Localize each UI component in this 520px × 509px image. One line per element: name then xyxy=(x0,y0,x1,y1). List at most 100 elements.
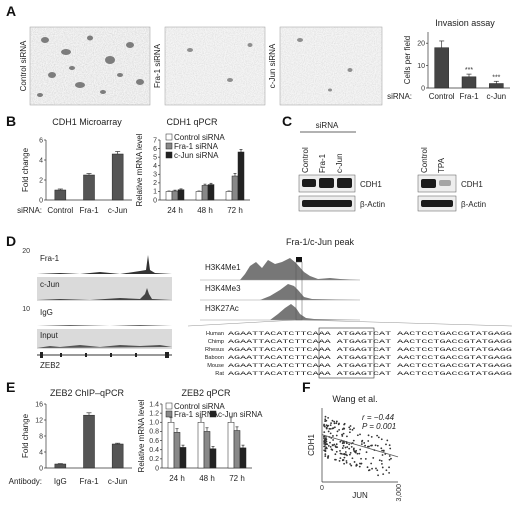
zeb2-qpcr-bar xyxy=(167,422,175,469)
cdh1-qpcr-title: CDH1 qPCR xyxy=(166,117,218,127)
scatter-point xyxy=(359,462,361,465)
scatter-point xyxy=(344,451,347,453)
scatter-point xyxy=(346,446,349,448)
scatter-point xyxy=(333,420,336,423)
scatter-point xyxy=(370,444,372,447)
scatter-point xyxy=(329,441,331,444)
chip-bar xyxy=(111,443,124,469)
scatter-point xyxy=(327,424,330,427)
invasion-significance: *** xyxy=(492,74,500,81)
scatter-point xyxy=(388,444,391,447)
scatter-point xyxy=(324,439,327,442)
panel-c: C siRNA Control Fra-1 c-Jun CDH1 β-Actin… xyxy=(282,113,486,212)
cdh1-qpcr-bar xyxy=(201,185,209,201)
scatter-point xyxy=(350,445,353,448)
invasion-xtick-label: c-Jun xyxy=(487,92,507,101)
scatter-point xyxy=(339,440,342,443)
cdh1-qpcr-bar xyxy=(171,190,179,201)
invasion-xtick-label: Fra-1 xyxy=(459,92,479,101)
cdh1-qpcr-ytick-label: 5 xyxy=(153,154,157,161)
scatter-xlabel: JUN xyxy=(352,491,368,500)
zeb2-qpcr-ytick-label: 1.0 xyxy=(149,420,159,427)
panel-a: A Control siRNA Fra-1 siRNA xyxy=(6,3,510,106)
cdh1-qpcr-ytick-label: 0 xyxy=(153,197,157,204)
microarray-ytick-label: 4 xyxy=(39,157,43,164)
chip-xtick-label: IgG xyxy=(54,477,67,486)
zeb2-chip-title: ZEB2 ChIP–qPCR xyxy=(50,388,125,398)
track-label-input: Input xyxy=(40,331,59,340)
gene-model-exons xyxy=(40,352,169,358)
cdh1-qpcr-legend-label: Control siRNA xyxy=(174,133,225,142)
panel-f: F Wang et al. r = −0.44P = 0.001 CDH1 JUN 0… xyxy=(302,379,403,502)
cdh1-qpcr-ytick-label: 1 xyxy=(153,189,157,196)
scatter-point xyxy=(327,416,330,419)
scatter-point xyxy=(339,449,341,452)
scatter-point xyxy=(340,452,343,455)
scatter-point xyxy=(352,447,355,450)
scatter-point xyxy=(388,458,391,461)
zeb2-qpcr-ytick-label: 1.4 xyxy=(149,401,159,408)
band-cdh1-fra1 xyxy=(319,178,334,188)
invasion-xlabel-prefix: siRNA: xyxy=(387,92,412,101)
track-tick-top: 20 xyxy=(22,248,30,255)
scatter-point xyxy=(323,443,326,445)
zeb2-qpcr-title: ZEB2 qPCR xyxy=(181,388,231,398)
scatter-point xyxy=(353,427,355,430)
scatter-point xyxy=(324,415,327,418)
scatter-point xyxy=(336,430,339,433)
invasion-significance: *** xyxy=(465,67,473,74)
invasion-bar xyxy=(461,76,477,89)
scatter-point xyxy=(374,444,377,447)
cdh1-microarray-chart: 0 2 4 6 Fold change Control Fra-1 c-Jun siRNA: xyxy=(17,137,132,215)
zeb2-qpcr-bar xyxy=(239,447,247,469)
micrograph-fra1 xyxy=(164,26,266,106)
panel-label-e: E xyxy=(6,379,15,395)
scatter-point xyxy=(364,444,367,447)
scatter-point xyxy=(376,434,379,437)
histone-label-h3k4me1: H3K4Me1 xyxy=(205,263,241,272)
scatter-point xyxy=(354,451,357,454)
scatter-point xyxy=(364,458,367,460)
scatter-point xyxy=(341,447,344,449)
scatter-point xyxy=(348,453,351,456)
scatter-point xyxy=(323,437,325,440)
sequence-chimp: AGAATTACATCTTCAAA ATGAGTCAT AACTCCTGACCG… xyxy=(228,338,513,345)
scatter-point xyxy=(367,445,369,448)
scatter-point xyxy=(323,423,326,426)
scatter-point xyxy=(359,433,361,436)
chip-xtick-label: c-Jun xyxy=(108,477,128,486)
scatter-point xyxy=(343,442,346,444)
scatter-point xyxy=(325,427,328,430)
scatter-point xyxy=(356,452,359,455)
micrograph-cjun xyxy=(279,26,383,106)
micrograph-label-control: Control siRNA xyxy=(19,40,28,91)
zeb2-qpcr-bar xyxy=(203,431,211,469)
scatter-point xyxy=(324,453,327,456)
zeb2-qpcr-ytick-label: 0.8 xyxy=(149,429,159,436)
chip-ylabel: Fold change xyxy=(21,413,30,458)
zoom-line-left xyxy=(187,319,297,327)
band-actin-left xyxy=(302,200,352,207)
scatter-point xyxy=(363,442,366,444)
scatter-point xyxy=(388,455,391,457)
track-label-cjun: c-Jun xyxy=(40,280,60,289)
scatter-point xyxy=(370,462,373,465)
scatter-point xyxy=(366,466,369,469)
scatter-point xyxy=(323,445,326,448)
cdh1-qpcr-ytick-label: 2 xyxy=(153,180,157,187)
species-baboon: Baboon xyxy=(205,355,224,361)
scatter-point xyxy=(333,426,336,429)
scatter-point xyxy=(345,442,348,445)
scatter-point xyxy=(386,439,389,442)
invasion-bar xyxy=(489,83,504,89)
invasion-ytick-label: 20 xyxy=(417,41,425,48)
scatter-point xyxy=(335,420,338,423)
scatter-point xyxy=(341,433,343,436)
track-tick-igg: 10 xyxy=(22,306,30,313)
scatter-point xyxy=(332,435,334,437)
scatter-point xyxy=(390,457,392,460)
scatter-xtick-end: 3,000 xyxy=(396,484,403,502)
scatter-point xyxy=(388,466,390,469)
